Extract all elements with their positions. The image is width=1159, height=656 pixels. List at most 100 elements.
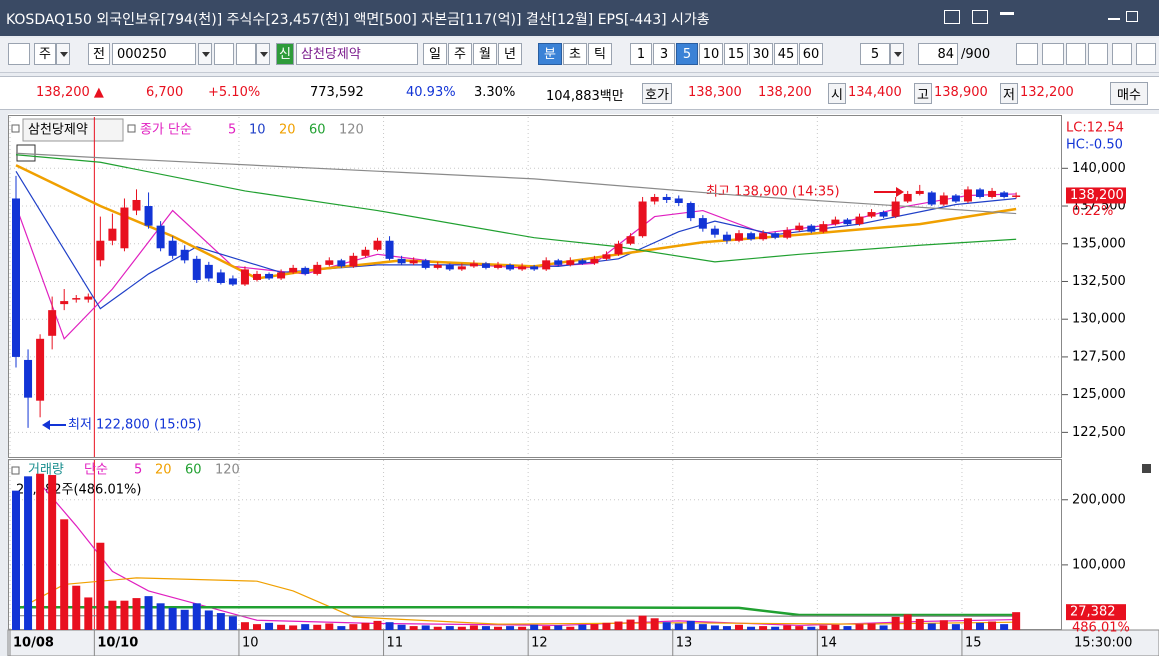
volume-bar <box>385 622 394 630</box>
legend-item: 20 <box>279 123 296 138</box>
period[interactable]: 틱 <box>588 43 612 65</box>
volume-bar <box>674 623 683 630</box>
period[interactable]: 일 <box>423 43 447 65</box>
candle-body <box>494 264 502 268</box>
legend-item: 20 <box>155 463 172 478</box>
volume-bar <box>60 519 69 630</box>
volume-bar <box>12 490 20 630</box>
volume-bar <box>481 626 490 630</box>
icon[interactable] <box>1016 43 1038 65</box>
candle-body <box>963 189 972 202</box>
volume-bar <box>469 625 478 630</box>
y-tick-label: 130,000 <box>1072 312 1126 327</box>
candle-body <box>903 193 912 202</box>
interval[interactable]: 1 <box>630 43 652 65</box>
period[interactable]: 초 <box>563 43 587 65</box>
period[interactable]: 분 <box>538 43 562 65</box>
interval[interactable]: 60 <box>799 43 823 65</box>
x-tick-label: 10/08 <box>13 636 54 651</box>
candle-body <box>927 192 936 205</box>
interval[interactable]: 3 <box>653 43 675 65</box>
ma-select[interactable]: 5 <box>860 43 890 65</box>
candle-body <box>638 201 647 237</box>
interval[interactable]: 15 <box>724 43 748 65</box>
volume-bar <box>240 622 249 630</box>
volume-bar <box>373 620 382 630</box>
interval[interactable]: 10 <box>699 43 723 65</box>
volume-bar <box>578 624 587 630</box>
ma-line <box>15 152 1017 215</box>
interval[interactable]: 5 <box>676 43 698 65</box>
dropdown[interactable] <box>56 43 70 65</box>
candle-body <box>84 296 93 300</box>
volume-bar <box>903 614 912 630</box>
interval[interactable]: 45 <box>774 43 798 65</box>
legend-icon <box>127 124 136 133</box>
volume-bar <box>48 475 57 630</box>
last-value-box <box>1066 187 1126 204</box>
bid: 138,200 <box>758 85 812 100</box>
volume-bar <box>698 624 707 630</box>
icon[interactable] <box>1112 43 1132 65</box>
amount: 104,883백만 <box>546 89 624 104</box>
interval[interactable]: 30 <box>749 43 773 65</box>
candle-body <box>373 240 382 250</box>
low: 132,200 <box>1020 85 1074 100</box>
x-tick-label: 14 <box>820 636 837 651</box>
candle-body <box>976 189 984 197</box>
dropdown[interactable] <box>198 43 212 65</box>
candle-body <box>168 240 177 256</box>
stock-name[interactable]: 삼천당제약 <box>296 43 418 65</box>
volume-bar <box>927 623 936 630</box>
volume-bar <box>277 624 286 630</box>
pane-icon[interactable] <box>1142 464 1151 473</box>
candle-body <box>337 260 346 267</box>
candle-body <box>72 298 81 300</box>
period[interactable]: 월 <box>473 43 497 65</box>
candle-body <box>204 264 213 279</box>
legend-icon <box>11 124 20 133</box>
last-value: 138,200 <box>1070 188 1124 203</box>
search[interactable] <box>214 43 234 65</box>
volume-bar <box>976 622 984 630</box>
icon[interactable] <box>1066 43 1086 65</box>
candle-body <box>759 233 768 240</box>
icon[interactable] <box>1000 12 1014 15</box>
dropdown[interactable] <box>256 43 270 65</box>
icon[interactable] <box>1042 43 1064 65</box>
volume-bar <box>939 620 948 630</box>
market[interactable]: 주 <box>34 43 56 65</box>
y-tick-label: 127,500 <box>1072 349 1126 364</box>
buy-button[interactable]: 매수 <box>1110 82 1148 105</box>
volume-bar <box>1012 612 1021 630</box>
count[interactable]: 84 <box>918 43 958 65</box>
candle-body <box>530 266 539 270</box>
last-change: 486.01% <box>1072 621 1130 636</box>
legend-label: 종가 단순 <box>140 123 192 138</box>
candle-body <box>939 195 948 205</box>
sound[interactable] <box>236 43 256 65</box>
candle-body <box>819 224 828 232</box>
code-input[interactable]: 000250 <box>112 43 196 65</box>
period[interactable]: 년 <box>498 43 522 65</box>
toolbar: 주 전 000250 신 삼천당제약 일 주 월 년 분 초 틱 1 3 5 1… <box>0 38 1159 73</box>
minimize[interactable] <box>1108 18 1120 20</box>
icon[interactable] <box>1088 43 1108 65</box>
menu-icon[interactable] <box>8 43 30 65</box>
candle-body <box>578 260 587 264</box>
maximize[interactable] <box>1126 11 1138 22</box>
volume-bar <box>1000 624 1009 630</box>
candle-body <box>180 249 189 261</box>
candle-body <box>277 272 286 279</box>
volume-bar <box>108 600 117 630</box>
icon[interactable] <box>972 10 988 24</box>
icon[interactable] <box>944 10 960 24</box>
period[interactable]: 주 <box>448 43 472 65</box>
icon[interactable] <box>1136 43 1156 65</box>
mode[interactable]: 전 <box>88 43 110 65</box>
volume-bar <box>289 625 298 630</box>
y-tick-label: 200,000 <box>1072 492 1126 507</box>
dropdown[interactable] <box>890 43 904 65</box>
